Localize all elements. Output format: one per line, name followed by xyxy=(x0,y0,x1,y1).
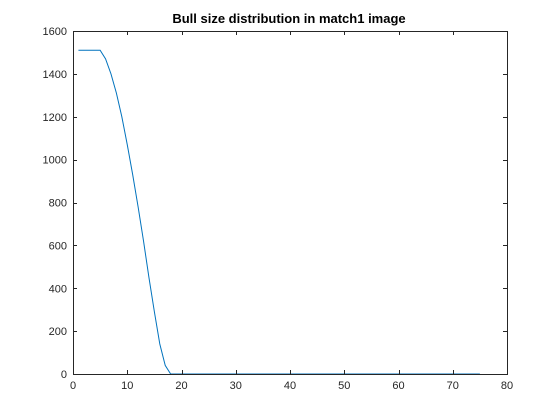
plot-area xyxy=(73,31,507,374)
x-tick-label: 0 xyxy=(70,380,76,392)
y-tick-label: 0 xyxy=(61,369,67,381)
x-tick-label: 80 xyxy=(501,380,513,392)
y-tick-label: 600 xyxy=(49,240,67,252)
axes-layer: 0 10 20 30 40 50 60 70 8002004006008001000120014… xyxy=(43,26,514,392)
y-tick-label: 1400 xyxy=(43,69,67,81)
y-tick-label: 1000 xyxy=(43,155,67,167)
x-tick-label: 50 xyxy=(338,380,350,392)
y-tick-label: 800 xyxy=(49,198,67,210)
x-tick-label: 70 xyxy=(447,380,459,392)
y-tick-label: 1200 xyxy=(43,112,67,124)
x-tick-label: 40 xyxy=(284,380,296,392)
x-tick-label: 30 xyxy=(230,380,242,392)
x-tick-label: 60 xyxy=(392,380,404,392)
x-tick-label: 10 xyxy=(121,380,133,392)
y-tick-label: 1600 xyxy=(43,26,67,38)
y-tick-label: 400 xyxy=(49,283,67,295)
y-tick-label: 200 xyxy=(49,326,67,338)
chart-title: Bull size distribution in match1 image xyxy=(172,11,405,26)
x-tick-label: 20 xyxy=(175,380,187,392)
